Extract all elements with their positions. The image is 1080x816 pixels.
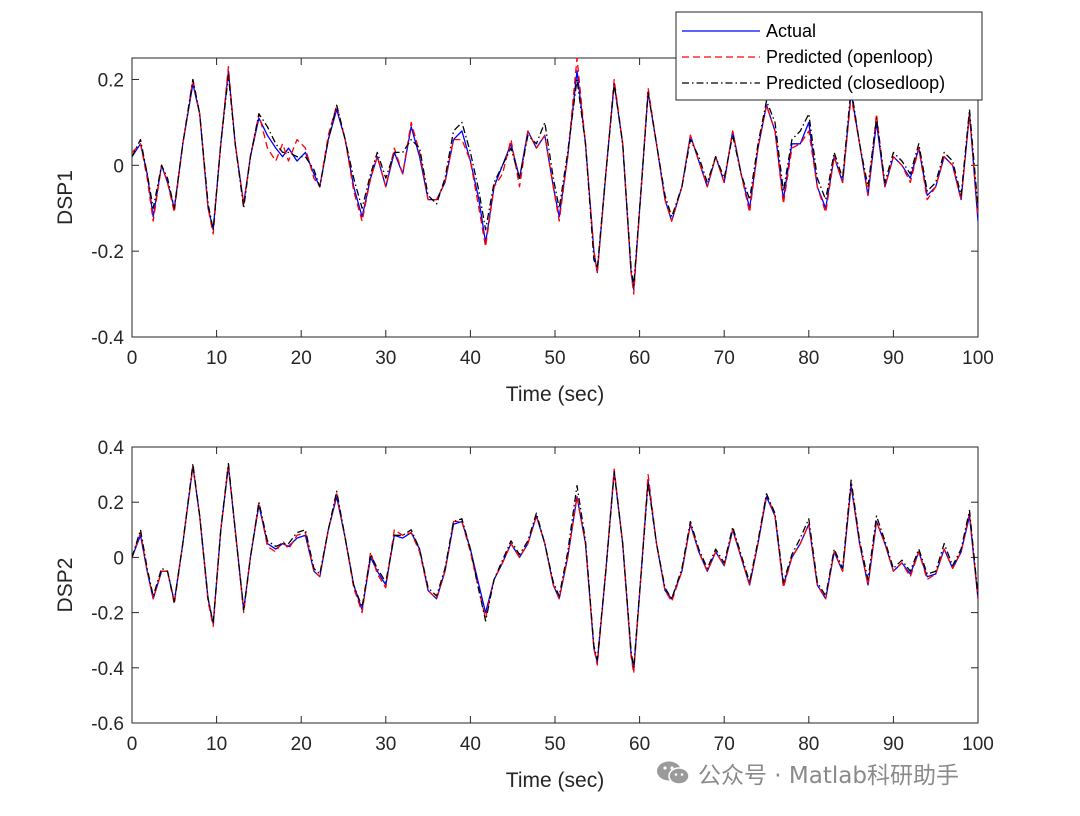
legend-label: Actual bbox=[766, 21, 816, 41]
x-tick-label: 20 bbox=[291, 734, 312, 755]
x-tick-label: 50 bbox=[544, 348, 565, 369]
y-tick-label: 0.4 bbox=[98, 438, 125, 459]
y-tick-label: -0.2 bbox=[91, 242, 124, 263]
x-tick-label: 60 bbox=[629, 348, 650, 369]
x-tick-label: 30 bbox=[375, 348, 396, 369]
x-axis-label: Time (sec) bbox=[506, 383, 604, 406]
legend: Actual Predicted (openloop) Predicted (clo… bbox=[675, 11, 983, 101]
watermark: 公众号 · Matlab科研助手 bbox=[656, 756, 959, 790]
legend-label: Predicted (closedloop) bbox=[766, 73, 945, 93]
y-axis-label: DSP2 bbox=[54, 558, 77, 613]
series-line-predicted-closedloop bbox=[132, 74, 978, 287]
y-tick-label: 0 bbox=[113, 548, 124, 569]
series-group bbox=[132, 462, 978, 674]
x-tick-label: 90 bbox=[883, 348, 904, 369]
x-tick-label: 100 bbox=[962, 734, 994, 755]
y-tick-label: 0.2 bbox=[98, 493, 124, 514]
x-tick-label: 10 bbox=[206, 348, 227, 369]
y-axis-label: DSP1 bbox=[54, 170, 77, 225]
x-tick-label: 50 bbox=[544, 734, 565, 755]
x-tick-label: 60 bbox=[629, 734, 650, 755]
x-tick-label: 40 bbox=[460, 348, 481, 369]
x-tick-label: 90 bbox=[883, 734, 904, 755]
x-axis-label: Time (sec) bbox=[506, 769, 604, 792]
x-tick-label: 80 bbox=[798, 348, 819, 369]
x-tick-label: 10 bbox=[206, 734, 227, 755]
legend-label: Predicted (openloop) bbox=[766, 47, 933, 67]
x-tick-label: 40 bbox=[460, 734, 481, 755]
series-line-predicted-openloop bbox=[132, 58, 978, 295]
y-tick-label: -0.4 bbox=[91, 659, 124, 680]
x-tick-label: 30 bbox=[375, 734, 396, 755]
watermark-text: 公众号 · Matlab科研助手 bbox=[698, 763, 959, 789]
x-tick-label: 0 bbox=[127, 734, 138, 755]
x-tick-label: 80 bbox=[798, 734, 819, 755]
legend-box bbox=[675, 11, 983, 101]
plot-dsp2: 0 10 20 30 40 50 60 70 80 90 100 -0.6 -0.4 -0.2 0 0.2 0.… bbox=[54, 438, 994, 792]
x-tick-label: 70 bbox=[714, 348, 735, 369]
y-tick-label: -0.4 bbox=[91, 328, 124, 349]
x-tick-label: 100 bbox=[962, 348, 994, 369]
y-tick-label: 0 bbox=[113, 156, 124, 177]
series-line-predicted-closedloop bbox=[132, 462, 978, 669]
plot-dsp1: 0 10 20 30 40 50 60 70 80 90 100 -0.4 -0.2 0 0.2 Time (… bbox=[54, 11, 994, 406]
x-tick-label: 20 bbox=[291, 348, 312, 369]
y-tick-label: -0.2 bbox=[91, 604, 124, 625]
wechat-icon bbox=[657, 761, 690, 785]
series-group bbox=[132, 58, 978, 295]
x-tick-label: 0 bbox=[127, 348, 138, 369]
y-tick-label: 0.2 bbox=[98, 70, 124, 91]
y-tick-label: -0.6 bbox=[91, 714, 124, 735]
x-tick-label: 70 bbox=[714, 734, 735, 755]
